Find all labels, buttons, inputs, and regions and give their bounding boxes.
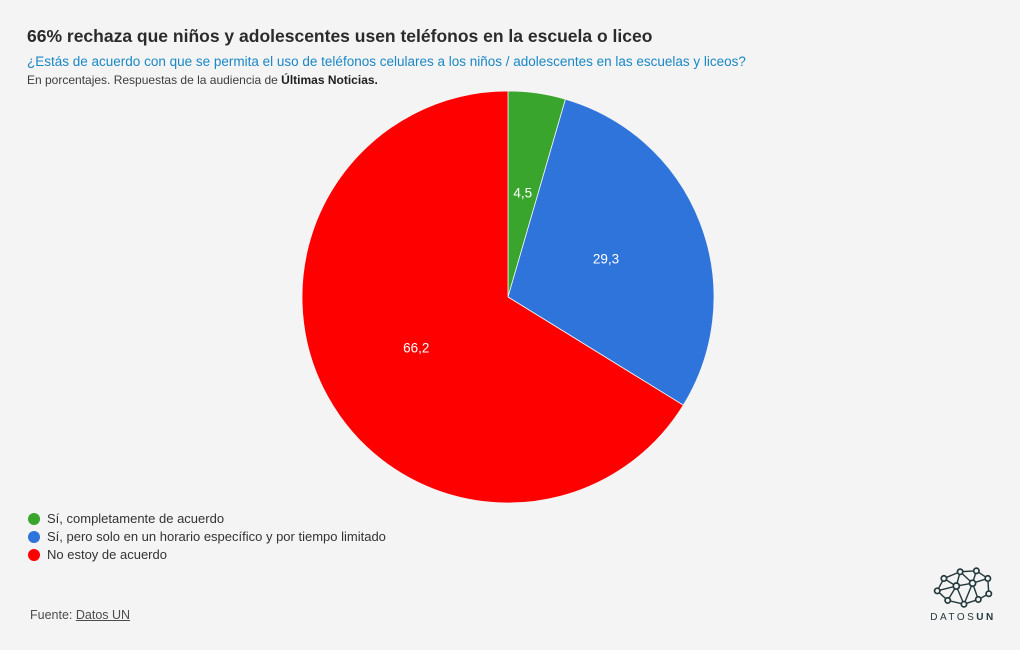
datosun-logo[interactable]: DATOSUN	[923, 567, 1003, 623]
legend-label: Sí, pero solo en un horario específico y…	[47, 529, 386, 544]
pie-chart-container: 4,5 29,3 66,2	[302, 91, 714, 503]
legend-swatch-red	[28, 549, 40, 561]
legend-label: Sí, completamente de acuerdo	[47, 511, 225, 526]
legend-item-no-acuerdo[interactable]: No estoy de acuerdo	[28, 546, 386, 564]
logo-wordmark: DATOSUN	[930, 612, 996, 623]
legend-item-completamente[interactable]: Sí, completamente de acuerdo	[28, 510, 386, 528]
legend-swatch-blue	[28, 531, 40, 543]
description-audience: Últimas Noticias.	[281, 73, 378, 87]
source-line: Fuente: Datos UN	[30, 608, 130, 622]
chart-title: 66% rechaza que niños y adolescentes use…	[27, 26, 653, 46]
pie-value-label-0: 4,5	[513, 186, 532, 201]
pie-value-label-1: 29,3	[593, 252, 619, 267]
description-prefix: En porcentajes. Respuestas de la audienc…	[27, 73, 282, 87]
chart-subtitle: ¿Estás de acuerdo con que se permita el …	[27, 54, 746, 69]
pie-chart: 4,5 29,3 66,2	[302, 91, 714, 503]
legend: Sí, completamente de acuerdo Sí, pero so…	[28, 510, 386, 564]
pie-slice-2[interactable]	[302, 91, 684, 503]
legend-label: No estoy de acuerdo	[47, 547, 167, 562]
legend-item-horario-limitado[interactable]: Sí, pero solo en un horario específico y…	[28, 528, 386, 546]
chart-description: En porcentajes. Respuestas de la audienc…	[27, 73, 987, 87]
network-graph-icon	[933, 567, 993, 608]
legend-swatch-green	[28, 513, 40, 525]
source-link[interactable]: Datos UN	[75, 608, 131, 622]
source-prefix: Fuente:	[30, 608, 76, 622]
pie-value-label-2: 66,2	[403, 341, 429, 356]
